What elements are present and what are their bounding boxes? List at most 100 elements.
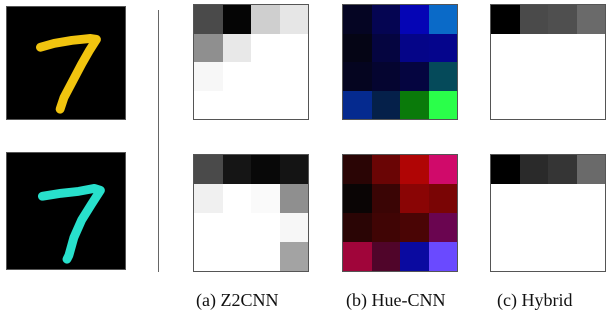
filter-cell [400,242,429,271]
filter-cell [222,213,251,242]
filter-cell [222,155,251,184]
filter-cell [400,155,429,184]
filter-cell [371,213,400,242]
filter-cell [491,62,520,91]
filter-cell [279,155,308,184]
digit-seven-stroke [37,183,105,264]
filter-cell [428,213,457,242]
filter-cell [519,90,548,119]
filter-cell [519,213,548,242]
filter-cell [400,90,429,119]
filter-cell [576,5,605,34]
filter-cell [400,33,429,62]
hue-cnn-filter-top [342,4,458,120]
filter-cell [343,62,372,91]
filter-cell [194,184,223,213]
filter-grid [491,5,605,119]
filter-cell [371,5,400,34]
filter-cell [400,62,429,91]
filter-cell [279,5,308,34]
filter-cell [428,62,457,91]
digit-seven-cyan [7,153,125,269]
filter-cell [400,5,429,34]
hybrid-filter-top [490,4,606,120]
filter-cell [428,5,457,34]
filter-cell [343,213,372,242]
digit-seven-yellow [7,7,125,119]
filter-cell [576,90,605,119]
filter-cell [279,213,308,242]
filter-cell [491,155,520,184]
filter-cell [491,90,520,119]
filter-cell [251,90,280,119]
filter-cell [279,242,308,271]
filter-cell [519,5,548,34]
filter-cell [371,155,400,184]
filter-cell [222,184,251,213]
filter-cell [519,155,548,184]
filter-grid [194,155,308,271]
filter-cell [519,184,548,213]
filter-cell [222,33,251,62]
filter-cell [222,5,251,34]
filter-cell [371,242,400,271]
filter-cell [548,242,577,271]
filter-cell [548,33,577,62]
filter-cell [519,242,548,271]
filter-cell [428,155,457,184]
filter-cell [194,33,223,62]
filter-cell [491,213,520,242]
filter-cell [428,90,457,119]
filter-cell [576,184,605,213]
filter-cell [371,184,400,213]
filter-cell [343,184,372,213]
filter-cell [251,184,280,213]
caption-hue-cnn: (b) Hue-CNN [346,290,446,310]
filter-cell [519,62,548,91]
filter-cell [343,90,372,119]
filter-cell [251,213,280,242]
filter-cell [194,90,223,119]
filter-cell [576,62,605,91]
filter-cell [400,184,429,213]
filter-cell [371,33,400,62]
digit-image-cyan [6,152,126,270]
hybrid-filter-bottom [490,154,606,272]
filter-cell [371,62,400,91]
filter-cell [343,5,372,34]
z2cnn-filter-bottom [193,154,309,272]
filter-cell [491,33,520,62]
filter-cell [251,155,280,184]
filter-cell [491,242,520,271]
filter-cell [222,90,251,119]
filter-grid [491,155,605,271]
caption-z2cnn: (a) Z2CNN [196,290,279,310]
filter-grid [343,155,457,271]
vertical-divider [158,10,159,272]
filter-cell [491,5,520,34]
filter-cell [194,155,223,184]
filter-cell [548,90,577,119]
filter-cell [428,242,457,271]
digit-seven-stroke [36,34,101,114]
filter-cell [251,242,280,271]
filter-cell [343,242,372,271]
filter-cell [251,5,280,34]
filter-cell [194,5,223,34]
filter-cell [576,213,605,242]
filter-grid [343,5,457,119]
filter-cell [548,213,577,242]
filter-cell [491,184,520,213]
digit-image-yellow [6,6,126,120]
filter-cell [576,242,605,271]
filter-cell [343,33,372,62]
filter-cell [222,242,251,271]
hue-cnn-filter-bottom [342,154,458,272]
filter-cell [251,62,280,91]
filter-cell [548,184,577,213]
filter-cell [194,62,223,91]
filter-cell [251,33,280,62]
z2cnn-filter-top [193,4,309,120]
filter-cell [548,5,577,34]
filter-cell [576,33,605,62]
